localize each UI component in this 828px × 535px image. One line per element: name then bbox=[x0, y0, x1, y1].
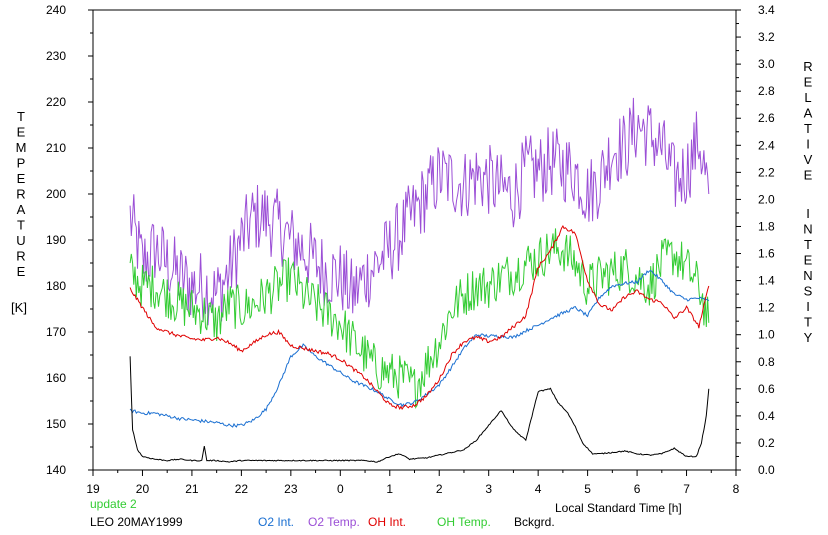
right-tick-label: 1.6 bbox=[758, 247, 775, 261]
right-label-letter: T bbox=[804, 315, 812, 330]
right-tick-label: 2.8 bbox=[758, 84, 775, 98]
left-label-letter: U bbox=[16, 233, 25, 248]
right-label-letter: T bbox=[804, 121, 812, 136]
x-axis-ticks: 19 20 21 22 23 0 1 2 3 4 5 6 7 8 bbox=[86, 470, 740, 496]
left-label-letter: T bbox=[17, 109, 25, 124]
left-tick-label: 210 bbox=[46, 141, 66, 155]
left-tick-label: 160 bbox=[46, 371, 66, 385]
x-tick-label: 20 bbox=[136, 482, 150, 496]
left-label-letter: M bbox=[16, 140, 27, 155]
series-line-oh_temp bbox=[129, 228, 710, 409]
right-tick-label: 1.2 bbox=[758, 301, 775, 315]
legend-entry: O2 Int. bbox=[258, 515, 294, 529]
x-tick-label: 1 bbox=[386, 482, 393, 496]
x-tick-label: 22 bbox=[235, 482, 249, 496]
right-label-letter: N bbox=[803, 268, 812, 283]
right-tick-label: 1.0 bbox=[758, 328, 775, 342]
legend-entry: O2 Temp. bbox=[308, 515, 360, 529]
right-label-letter: Y bbox=[804, 330, 813, 345]
left-label-letter: T bbox=[17, 218, 25, 233]
x-tick-label: 6 bbox=[634, 482, 641, 496]
series-line-oh_int bbox=[129, 224, 710, 411]
legend: O2 Int. O2 Temp. OH Int. OH Temp. Bckgrd. bbox=[258, 515, 555, 529]
left-axis-ticks: 140 150 160 170 180 190 200 210 220 230 240 bbox=[46, 3, 93, 477]
left-tick-label: 220 bbox=[46, 95, 66, 109]
left-tick-label: 150 bbox=[46, 417, 66, 431]
right-label-letter: S bbox=[804, 284, 813, 299]
right-label-letter: E bbox=[804, 168, 813, 183]
x-axis-label: Local Standard Time [h] bbox=[555, 501, 682, 515]
station-date-note: LEO 20MAY1999 bbox=[90, 515, 183, 529]
x-tick-label: 8 bbox=[733, 482, 740, 496]
left-label-letter: E bbox=[17, 125, 26, 140]
right-tick-label: 2.6 bbox=[758, 111, 775, 125]
right-tick-label: 1.4 bbox=[758, 274, 775, 288]
left-tick-label: 240 bbox=[46, 3, 66, 17]
x-tick-label: 5 bbox=[584, 482, 591, 496]
right-label-letter: I bbox=[806, 206, 810, 221]
right-label-letter: I bbox=[806, 299, 810, 314]
left-tick-label: 140 bbox=[46, 463, 66, 477]
x-tick-label: 0 bbox=[337, 482, 344, 496]
left-tick-label: 190 bbox=[46, 233, 66, 247]
x-tick-label: 19 bbox=[86, 482, 100, 496]
right-label-letter: L bbox=[804, 90, 811, 105]
right-label-letter: I bbox=[806, 137, 810, 152]
right-tick-label: 0.0 bbox=[758, 463, 775, 477]
x-tick-label: 4 bbox=[535, 482, 542, 496]
right-tick-label: 3.4 bbox=[758, 3, 775, 17]
left-label-letter: P bbox=[17, 156, 26, 171]
right-tick-label: 0.6 bbox=[758, 382, 775, 396]
legend-entry: OH Temp. bbox=[437, 515, 491, 529]
x-tick-label: 21 bbox=[185, 482, 199, 496]
left-label-letter: R bbox=[16, 249, 25, 264]
left-tick-label: 180 bbox=[46, 279, 66, 293]
right-label-letter: N bbox=[803, 222, 812, 237]
right-label-letter: V bbox=[804, 152, 813, 167]
left-tick-label: 230 bbox=[46, 49, 66, 63]
left-label-unit: [K] bbox=[11, 300, 27, 315]
right-label-letter: A bbox=[804, 106, 813, 121]
right-label-letter: R bbox=[803, 59, 812, 74]
x-tick-label: 23 bbox=[284, 482, 298, 496]
right-tick-label: 0.8 bbox=[758, 355, 775, 369]
right-tick-label: 3.0 bbox=[758, 57, 775, 71]
right-tick-label: 2.2 bbox=[758, 165, 775, 179]
x-tick-label: 3 bbox=[485, 482, 492, 496]
legend-entry: Bckgrd. bbox=[514, 515, 555, 529]
series-line-o2_temp bbox=[129, 97, 710, 326]
series-layer bbox=[129, 97, 710, 463]
left-label-letter: A bbox=[17, 202, 26, 217]
right-label-letter: E bbox=[804, 75, 813, 90]
left-label-letter: E bbox=[17, 264, 26, 279]
right-axis-ticks: 0.0 0.2 0.4 0.6 0.8 1.0 1.2 1.4 1.6 1.8 2.0 2.2 2.4 2… bbox=[736, 3, 775, 477]
left-label-letter: R bbox=[16, 187, 25, 202]
series-line-bckgrd bbox=[129, 356, 710, 463]
left-tick-label: 200 bbox=[46, 187, 66, 201]
right-tick-label: 2.0 bbox=[758, 192, 775, 206]
x-tick-label: 2 bbox=[436, 482, 443, 496]
left-tick-label: 170 bbox=[46, 325, 66, 339]
x-tick-label: 7 bbox=[683, 482, 690, 496]
right-label-letter: T bbox=[804, 237, 812, 252]
right-tick-label: 0.4 bbox=[758, 409, 775, 423]
legend-entry: OH Int. bbox=[368, 515, 406, 529]
right-tick-label: 3.2 bbox=[758, 30, 775, 44]
right-tick-label: 1.8 bbox=[758, 219, 775, 233]
update-note: update 2 bbox=[90, 497, 137, 511]
right-tick-label: 2.4 bbox=[758, 138, 775, 152]
right-label-letter: E bbox=[804, 253, 813, 268]
left-label-letter: E bbox=[17, 171, 26, 186]
right-tick-label: 0.2 bbox=[758, 436, 775, 450]
